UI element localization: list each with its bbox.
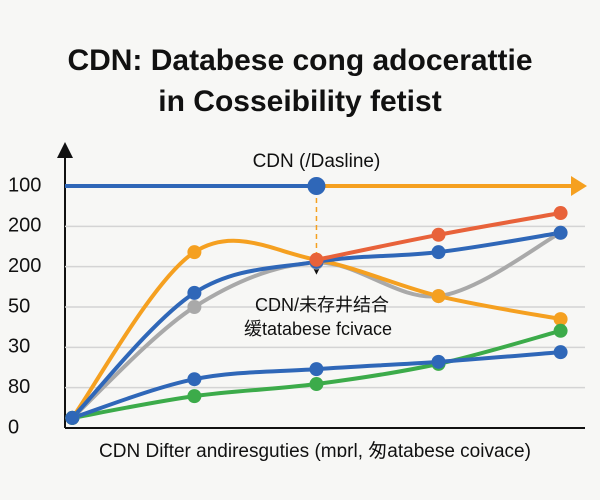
data-point: [187, 285, 202, 300]
data-point: [553, 225, 568, 240]
y-tick-label: 0: [8, 416, 19, 438]
data-point: [553, 206, 568, 221]
arrow-head: [571, 176, 587, 196]
y-tick-label: 80: [8, 376, 30, 398]
data-point: [187, 245, 202, 260]
data-point: [553, 345, 568, 360]
y-tick-label: 200: [8, 255, 41, 277]
y-tick-label: 50: [8, 295, 30, 317]
data-point: [65, 410, 80, 425]
data-point: [553, 323, 568, 338]
data-point: [187, 372, 202, 387]
data-point: [431, 289, 446, 304]
chart-title: CDN: Databese cong adocerattie: [67, 44, 532, 77]
data-point: [431, 245, 446, 260]
data-point: [187, 389, 202, 404]
annotation: 缓tatabese fcivace: [244, 319, 392, 339]
data-point: [187, 300, 202, 314]
annotation: CDN/未存井结合: [255, 295, 389, 315]
y-tick-label: 200: [8, 215, 41, 237]
data-point: [309, 252, 324, 267]
data-point: [431, 227, 446, 242]
chart-title: in Cosseibility fetist: [158, 85, 441, 118]
y-tick-label: 100: [8, 174, 41, 196]
baseline-label: CDN (/Dasline): [253, 151, 381, 172]
data-point: [553, 312, 568, 327]
y-tick-label: 30: [8, 336, 30, 358]
x-axis-label: CDN Difter andiresguties (mɒrl, 匆atabese…: [99, 440, 531, 462]
data-point: [309, 377, 324, 392]
baseline-point: [307, 177, 326, 195]
data-point: [309, 362, 324, 377]
data-point: [431, 354, 446, 369]
